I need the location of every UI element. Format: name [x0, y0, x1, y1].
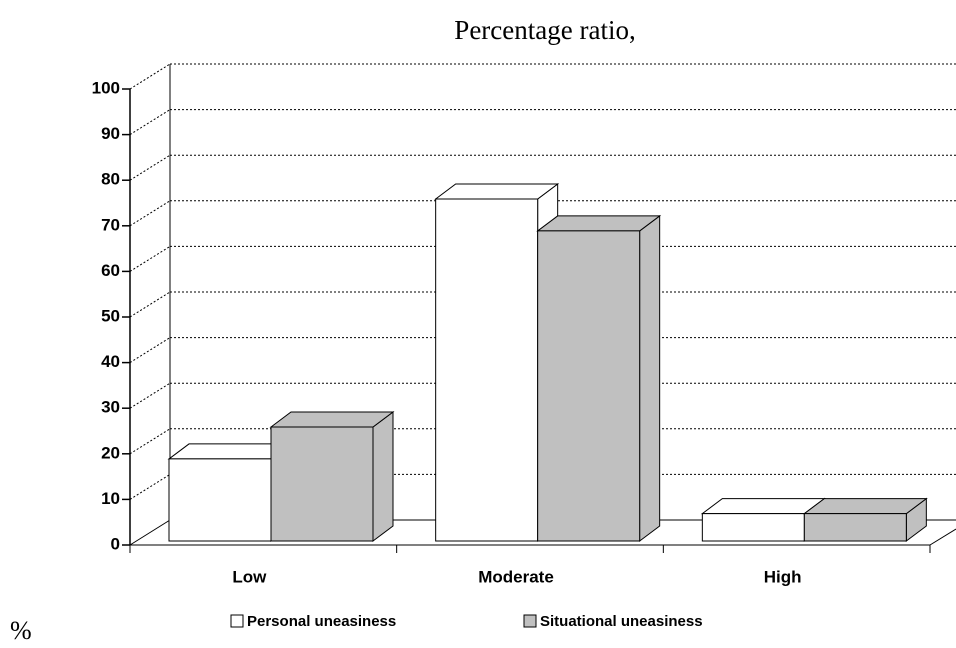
y-tick-label: 50 — [101, 306, 120, 325]
floor-left — [129, 519, 171, 546]
grid-diagonal — [129, 245, 171, 272]
legend-label: Situational uneasiness — [540, 613, 703, 630]
grid-diagonal — [129, 291, 171, 318]
y-tick-label: 100 — [92, 78, 120, 97]
bar — [269, 411, 395, 542]
y-tick-label: 90 — [101, 124, 120, 143]
grid-diagonal — [129, 428, 171, 455]
floor-right — [929, 528, 956, 546]
bar-front — [803, 513, 907, 542]
legend-swatch — [523, 614, 537, 628]
chart-title: Percentage ratio, — [454, 15, 635, 45]
bar-front — [537, 230, 641, 542]
grid-diagonal — [129, 382, 171, 409]
bar-front — [701, 513, 805, 542]
grid-diagonal — [129, 200, 171, 227]
y-tick-label: 30 — [101, 398, 120, 417]
x-tick-label: High — [764, 567, 802, 586]
y-tick-label: 60 — [101, 261, 120, 280]
grid-diagonal — [129, 63, 171, 90]
y-tick-label: 20 — [101, 443, 120, 462]
bar-top — [700, 498, 826, 515]
bar-front — [168, 458, 272, 542]
y-tick-label: 40 — [101, 352, 120, 371]
bar — [802, 497, 928, 542]
y-tick-label: 10 — [101, 489, 120, 508]
legend-swatch — [230, 614, 244, 628]
bar-top — [434, 183, 560, 200]
bar-top — [536, 215, 662, 232]
y-tick-label: 80 — [101, 170, 120, 189]
y-axis-label: % — [10, 616, 32, 645]
legend-label: Personal uneasiness — [247, 613, 396, 630]
bar-front — [435, 198, 539, 542]
y-tick-label: 0 — [111, 534, 120, 553]
x-tick-label: Moderate — [478, 567, 554, 586]
grid-diagonal — [129, 473, 171, 500]
bar-top — [802, 498, 928, 515]
grid-diagonal — [129, 154, 171, 181]
grid-diagonal — [129, 109, 171, 136]
x-tick-label: Low — [232, 567, 267, 586]
grid-diagonal — [129, 337, 171, 364]
bar-front — [270, 426, 374, 542]
bar-side — [372, 411, 394, 542]
y-tick-label: 70 — [101, 215, 120, 234]
bar-top — [269, 411, 395, 428]
bar — [536, 214, 662, 542]
bar-side — [639, 214, 661, 542]
